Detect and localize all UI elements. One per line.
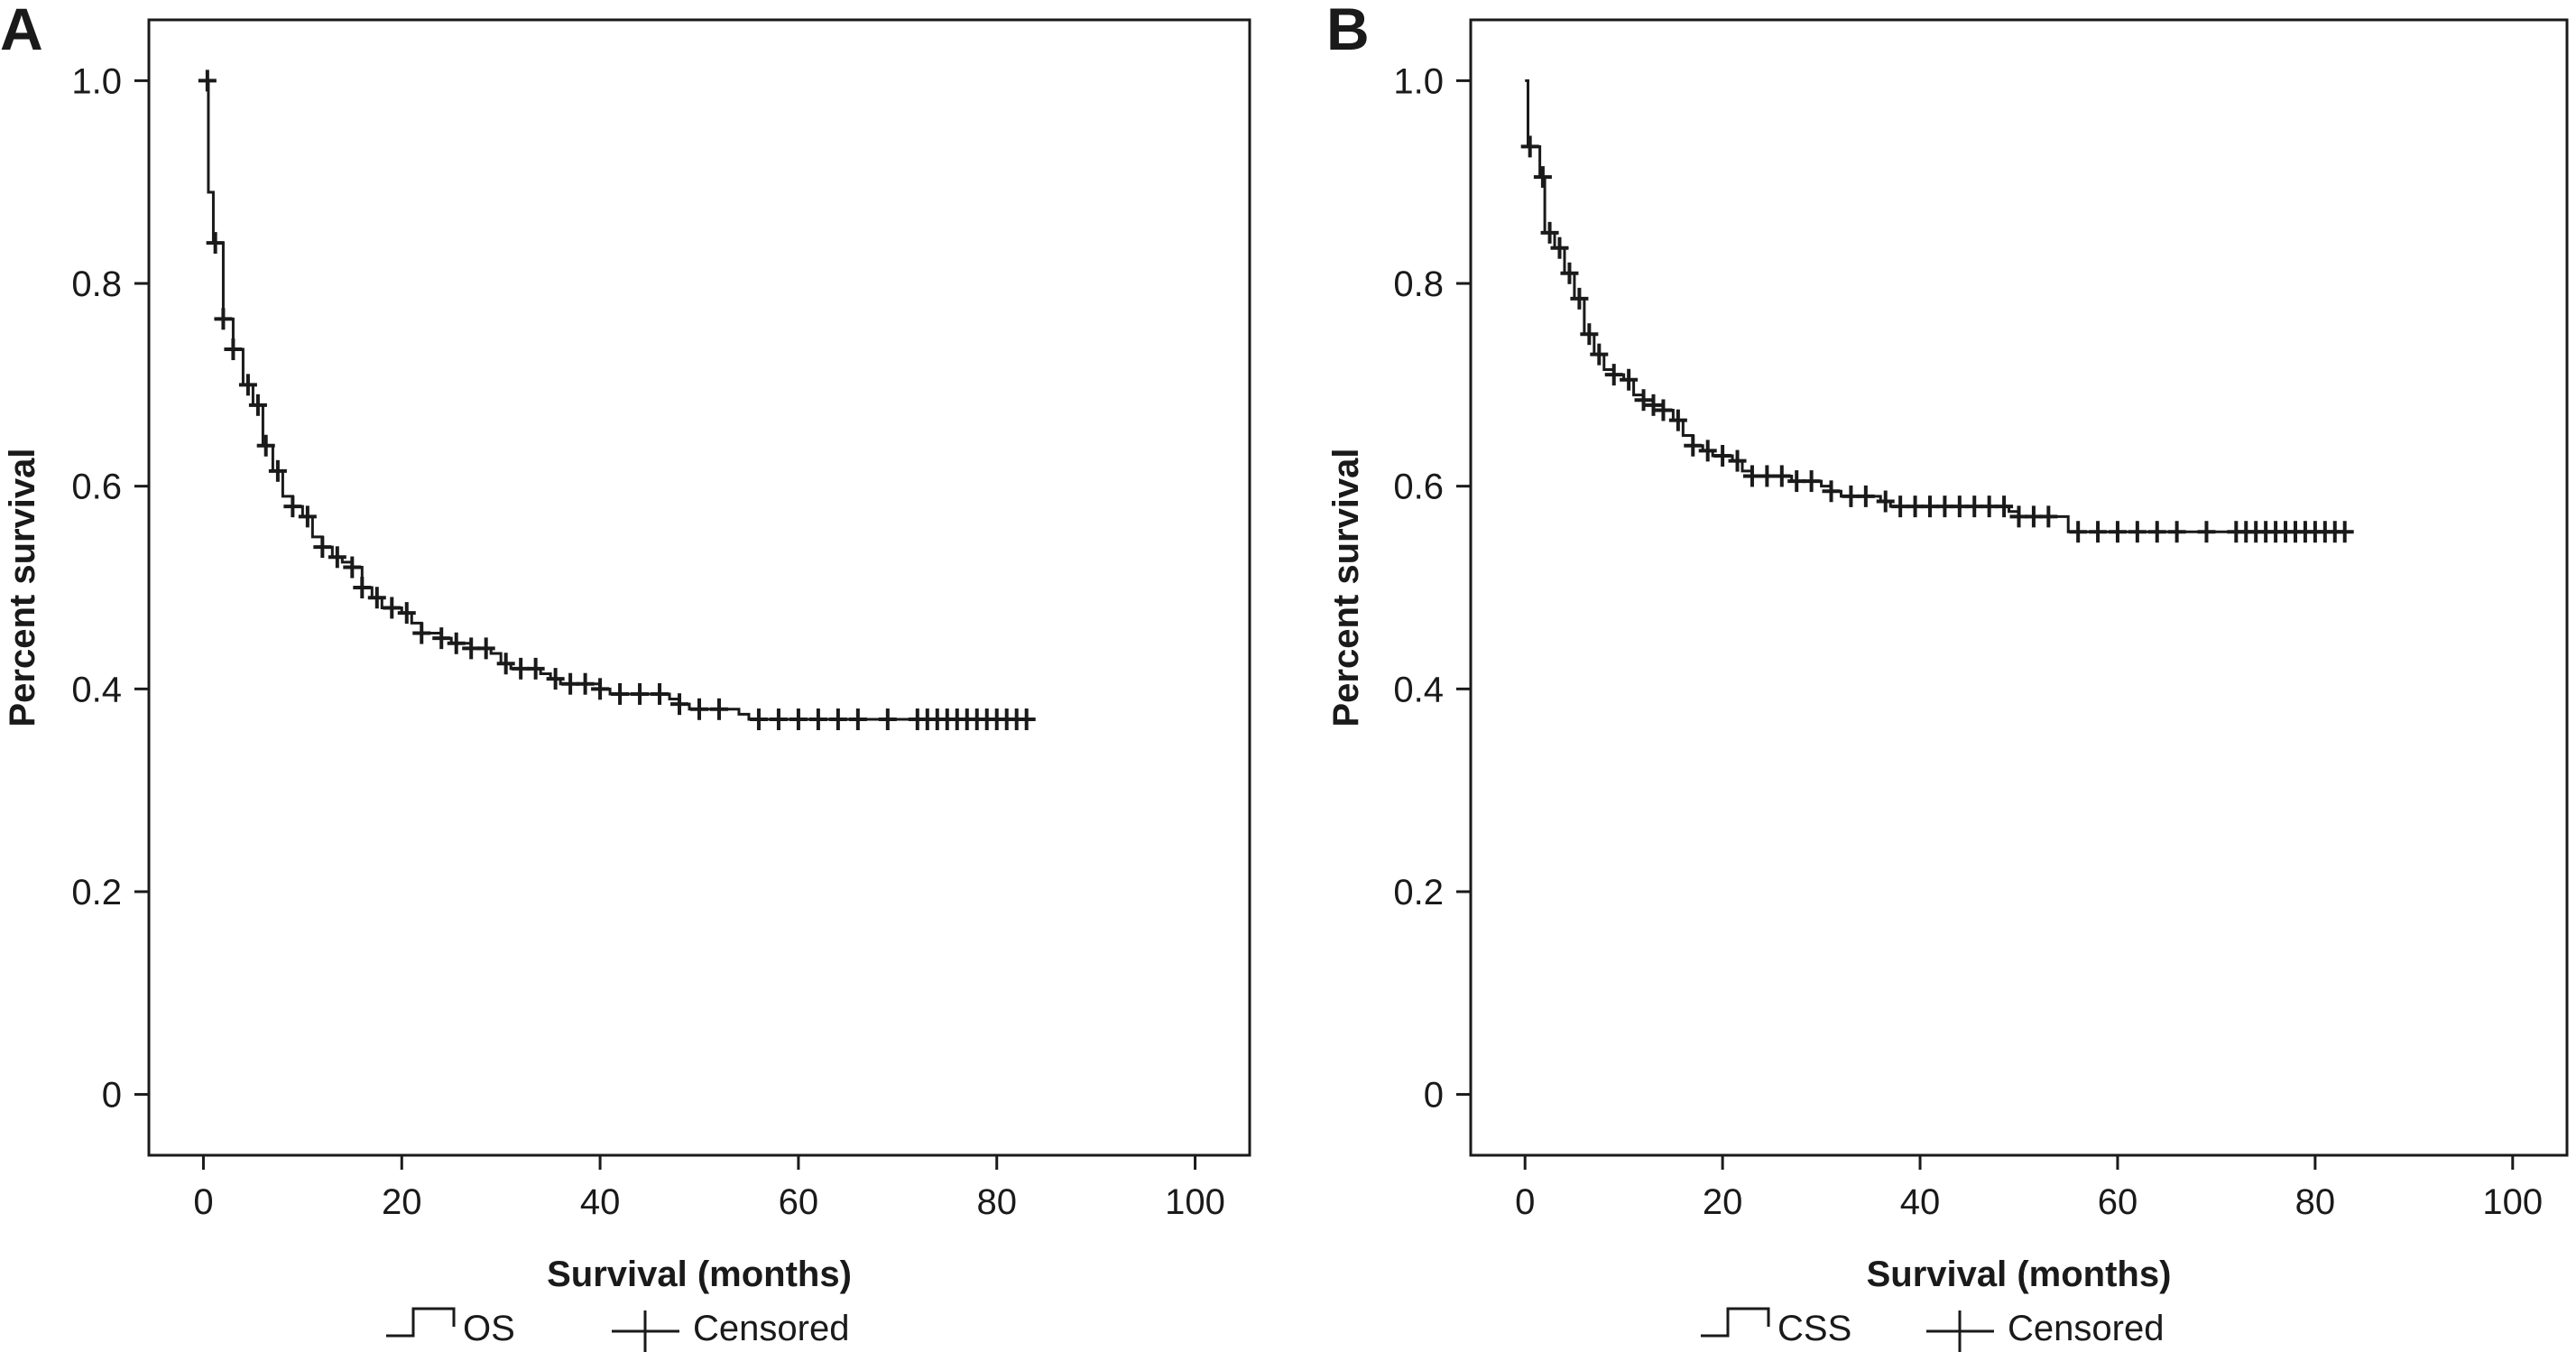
y-tick-label: 0.4 bbox=[1393, 670, 1444, 709]
x-tick-label: 40 bbox=[580, 1182, 621, 1222]
y-tick-label: 0.2 bbox=[71, 873, 122, 912]
x-tick-label: 20 bbox=[1703, 1182, 1743, 1222]
x-tick-label: 60 bbox=[779, 1182, 819, 1222]
y-tick-label: 0.4 bbox=[71, 670, 122, 709]
survival-curve-os bbox=[203, 79, 1027, 721]
legend-step-symbol bbox=[1701, 1307, 1770, 1338]
y-tick-label: 0.2 bbox=[1393, 873, 1444, 912]
x-tick-label: 100 bbox=[1165, 1182, 1225, 1222]
y-axis-title: Percent survival bbox=[3, 448, 42, 727]
x-axis-title: Survival (months) bbox=[1867, 1255, 2172, 1294]
y-tick-label: 1.0 bbox=[1393, 61, 1444, 101]
x-tick-label: 20 bbox=[382, 1182, 422, 1222]
legend-entry: OS bbox=[463, 1309, 515, 1348]
panel-letter: B bbox=[1326, 0, 1370, 62]
x-tick-label: 0 bbox=[193, 1182, 213, 1222]
x-tick-label: 40 bbox=[1900, 1182, 1941, 1222]
y-tick-label: 0 bbox=[102, 1076, 122, 1116]
legend-entry: CSS bbox=[1777, 1309, 1851, 1348]
y-tick-label: 1.0 bbox=[71, 61, 122, 101]
legend-entry: Censored bbox=[2008, 1309, 2164, 1348]
y-tick-label: 0.6 bbox=[71, 468, 122, 507]
x-axis-title: Survival (months) bbox=[547, 1255, 852, 1294]
y-axis-title: Percent survival bbox=[1326, 448, 1366, 727]
panel-b: B 0 0.2 0.4 0.6 0.8 1.0 0 20 40 60 80 100 Survival (m… bbox=[1326, 0, 2569, 1352]
plot-frame bbox=[1469, 18, 2569, 1157]
y-tick-label: 0 bbox=[1424, 1076, 1444, 1116]
legend-entry: Censored bbox=[693, 1309, 849, 1348]
x-tick-label: 100 bbox=[2482, 1182, 2543, 1222]
x-tick-label: 80 bbox=[2295, 1182, 2336, 1222]
x-tick-label: 80 bbox=[976, 1182, 1017, 1222]
y-tick-label: 0.8 bbox=[1393, 264, 1444, 304]
plot-frame bbox=[147, 18, 1251, 1157]
panel-a: A 0 0.2 0.4 0.6 0.8 1.0 0 20 40 60 80 100 Survival (m… bbox=[0, 0, 1251, 1352]
panel-letter: A bbox=[0, 0, 43, 62]
y-tick-label: 0.8 bbox=[71, 264, 122, 304]
survival-curve-css bbox=[1525, 79, 2350, 533]
x-tick-label: 0 bbox=[1515, 1182, 1535, 1222]
legend-step-symbol bbox=[386, 1307, 456, 1338]
x-tick-label: 60 bbox=[2098, 1182, 2138, 1222]
y-tick-label: 0.6 bbox=[1393, 468, 1444, 507]
